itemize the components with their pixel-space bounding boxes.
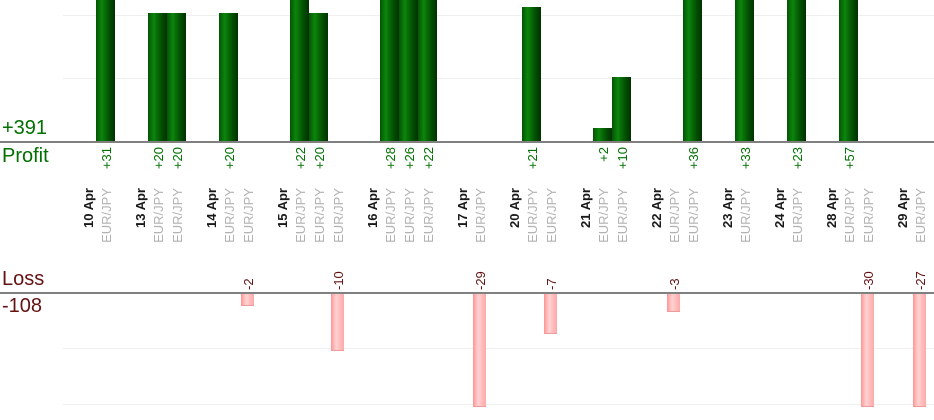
date-label: 17 Apr [454,188,470,228]
symbol-label: EUR/JPY [401,188,417,243]
symbol-label: EUR/JPY [524,188,540,243]
date-label: 28 Apr [823,188,839,228]
symbol-label: EUR/JPY [543,188,559,243]
trade-value-label: +21 [524,147,540,170]
trade-value-label: +28 [382,147,398,170]
date-label: 15 Apr [274,188,290,228]
date-label: 22 Apr [648,188,664,228]
loss-bar [241,294,254,307]
trade-value-label: +57 [841,147,857,170]
gridline [63,348,934,349]
trade-value-label: +33 [737,147,753,170]
profit-bar [735,0,754,141]
profit-total-label: +391 [2,117,48,139]
symbol-label: EUR/JPY [420,188,436,243]
trade-value-label: +20 [150,147,166,170]
loss-bar [913,294,926,407]
symbol-label: EUR/JPY [382,188,398,243]
profit-bar [593,128,612,141]
trade-value-label: -27 [912,271,928,290]
trade-value-label: +20 [169,147,185,170]
trade-value-label: +10 [614,147,630,170]
profit-bar [839,0,858,141]
date-label: 10 Apr [80,188,96,228]
loss-bar [473,294,486,407]
symbol-label: EUR/JPY [292,188,308,243]
profit-bar [167,13,186,141]
trade-value-label: +26 [401,147,417,170]
profit-bar [148,13,167,141]
profit-bar [612,77,631,141]
date-label: 21 Apr [577,188,593,228]
symbol-label: EUR/JPY [150,188,166,243]
profit-bar [399,0,418,141]
profit-bar [683,0,702,141]
loss-bar [861,294,874,407]
date-label: 13 Apr [132,188,148,228]
profit-bar [418,0,437,141]
symbol-label: EUR/JPY [860,188,876,243]
symbol-label: EUR/JPY [595,188,611,243]
date-label: 24 Apr [771,188,787,228]
symbol-label: EUR/JPY [685,188,701,243]
trade-value-label: +31 [98,147,114,170]
trade-value-label: +2 [595,147,611,162]
symbol-label: EUR/JPY [98,188,114,243]
date-label: 20 Apr [506,188,522,228]
gridline [63,404,934,405]
symbol-label: EUR/JPY [841,188,857,243]
symbol-label: EUR/JPY [614,188,630,243]
gridline [63,15,934,16]
loss-bar [544,294,557,335]
gridline [63,78,934,79]
trade-value-label: +22 [420,147,436,170]
loss-bar [331,294,344,351]
trade-value-label: -30 [860,271,876,290]
loss-baseline [0,292,934,294]
symbol-label: EUR/JPY [311,188,327,243]
trade-value-label: +20 [311,147,327,170]
symbol-label: EUR/JPY [912,188,928,243]
trade-value-label: -2 [240,278,256,290]
symbol-label: EUR/JPY [789,188,805,243]
date-label: 14 Apr [203,188,219,228]
profit-bar [380,0,399,141]
symbol-label: EUR/JPY [330,188,346,243]
trade-value-label: +22 [292,147,308,170]
trade-value-label: +36 [685,147,701,170]
date-label: 29 Apr [894,188,910,228]
trade-value-label: -7 [543,278,559,290]
profit-bar [290,0,309,141]
trade-value-label: +20 [221,147,237,170]
symbol-label: EUR/JPY [737,188,753,243]
profit-bar [787,0,806,141]
date-label: 23 Apr [719,188,735,228]
symbol-label: EUR/JPY [169,188,185,243]
profit-baseline [0,141,934,143]
profit-axis-title: Profit [2,145,49,167]
trade-value-label: -29 [472,271,488,290]
symbol-label: EUR/JPY [666,188,682,243]
trade-value-label: -3 [666,278,682,290]
profit-bar [96,0,115,141]
symbol-label: EUR/JPY [472,188,488,243]
profit-bar [309,13,328,141]
trade-value-label: +23 [789,147,805,170]
loss-total-label: -108 [2,295,43,317]
profit-bar [219,13,238,141]
loss-bar [667,294,680,312]
symbol-label: EUR/JPY [221,188,237,243]
loss-axis-title: Loss [2,268,45,290]
trade-value-label: -10 [330,271,346,290]
symbol-label: EUR/JPY [240,188,256,243]
profit-bar [522,6,541,141]
date-label: 16 Apr [364,188,380,228]
